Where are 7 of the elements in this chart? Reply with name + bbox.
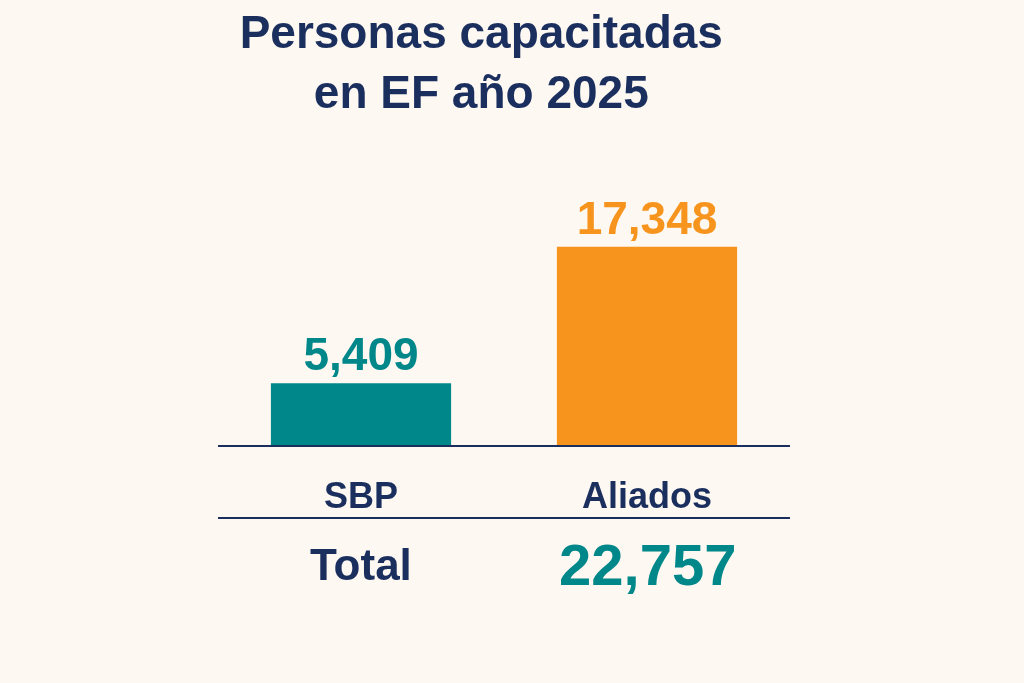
- data-label: 17,348: [576, 191, 718, 244]
- x-tick-label: SBP: [323, 475, 399, 517]
- x-tick-label: Aliados: [581, 475, 713, 517]
- chart-title: Personas capacitadas en EF año 2025: [239, 5, 723, 118]
- text: 22,757: [559, 532, 737, 597]
- text: Total: [310, 540, 412, 589]
- data-label: 5,409: [303, 328, 419, 381]
